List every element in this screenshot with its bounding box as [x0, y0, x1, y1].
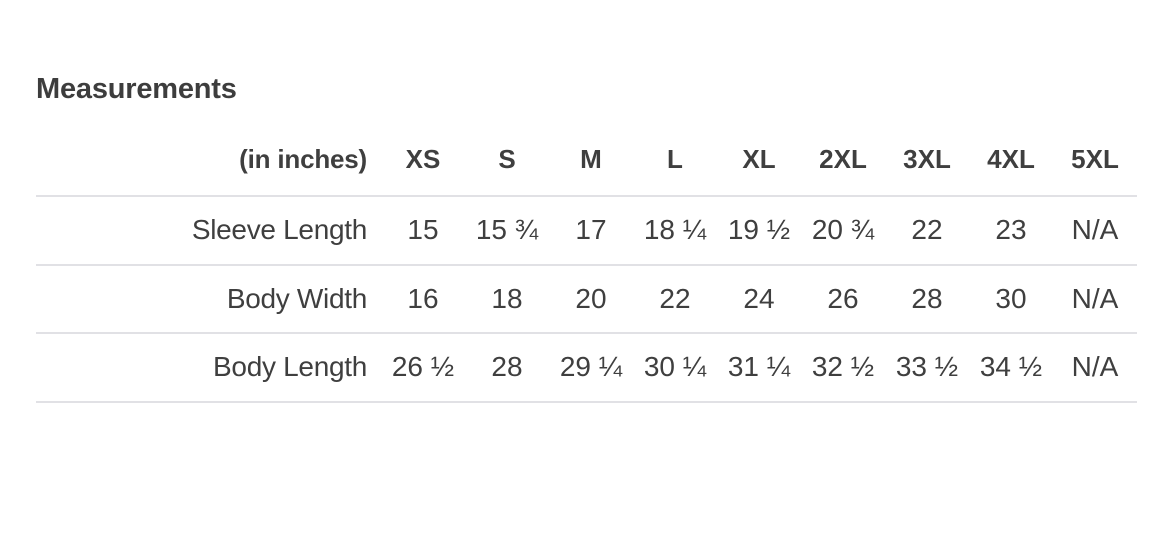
- cell-value: 29 ¼: [559, 351, 623, 383]
- cell-value: N/A: [1071, 214, 1119, 245]
- column-header-s: S: [498, 144, 516, 174]
- cell-value: 15: [407, 214, 439, 245]
- cell-body-width-s: 18: [465, 265, 549, 334]
- cell-sleeve-length-s: 15 ¾: [465, 196, 549, 265]
- cell-body-length-xs: 26 ½: [381, 333, 465, 402]
- cell-sleeve-length-4xl: 23: [969, 196, 1053, 265]
- cell-body-length-s: 28: [465, 333, 549, 402]
- cell-value: 34 ½: [979, 351, 1043, 383]
- cell-sleeve-length-m: 17: [549, 196, 633, 265]
- table-row: Body Width 16 18 20 22 24 26 28 30 N/A: [36, 264, 1137, 334]
- cell-value: 26 ½: [391, 351, 455, 383]
- cell-sleeve-length-3xl: 22: [885, 196, 969, 265]
- cell-value: 26: [827, 282, 859, 314]
- cell-body-width-m: 20: [549, 265, 633, 334]
- cell-body-width-l: 22: [633, 265, 717, 334]
- cell-body-length-2xl: 32 ½: [801, 333, 885, 402]
- cell-value: 24: [743, 282, 775, 314]
- cell-sleeve-length-l: 18 ¼: [633, 196, 717, 265]
- cell-body-length-l: 30 ¼: [633, 333, 717, 402]
- column-header-5xl: 5XL: [1071, 144, 1119, 174]
- cell-sleeve-length-2xl: 20 ¾: [801, 196, 885, 265]
- page-title: Measurements: [36, 73, 237, 105]
- cell-value: N/A: [1071, 351, 1119, 383]
- cell-sleeve-length-5xl: N/A: [1053, 196, 1137, 265]
- table-header: (in inches) XS S M L XL 2XL 3XL 4XL 5XL: [36, 140, 1137, 196]
- column-header-xs: XS: [405, 144, 441, 174]
- cell-body-width-xs: 16: [381, 265, 465, 334]
- table-header-row: (in inches) XS S M L XL 2XL 3XL 4XL 5XL: [36, 140, 1137, 196]
- table-body: Sleeve Length 15 15 ¾ 17 18 ¼ 19 ½ 20 ¾ …: [36, 196, 1137, 402]
- cell-value: N/A: [1071, 282, 1119, 314]
- cell-value: 33 ½: [895, 351, 959, 383]
- cell-body-width-2xl: 26: [801, 265, 885, 334]
- column-header-4xl: 4XL: [987, 144, 1035, 174]
- cell-value: 32 ½: [811, 351, 875, 383]
- cell-value: 31 ¼: [727, 351, 791, 383]
- cell-value: 20 ¾: [811, 214, 875, 245]
- cell-value: 28: [911, 282, 943, 314]
- cell-value: 28: [491, 351, 523, 383]
- cell-body-width-5xl: N/A: [1053, 265, 1137, 334]
- row-label-body-width: Body Width: [226, 282, 367, 314]
- table-row: Body Length 26 ½ 28 29 ¼ 30 ¼ 31 ¼ 32 ½ …: [36, 333, 1137, 402]
- column-header-2xl: 2XL: [819, 144, 867, 174]
- column-header-3xl: 3XL: [903, 144, 951, 174]
- cell-value: 22: [911, 214, 943, 245]
- column-header-xl: XL: [742, 144, 776, 174]
- cell-value: 19 ½: [727, 214, 791, 245]
- size-chart-table: (in inches) XS S M L XL 2XL 3XL 4XL 5XL …: [36, 140, 1137, 403]
- cell-body-width-3xl: 28: [885, 265, 969, 334]
- cell-body-length-m: 29 ¼: [549, 333, 633, 402]
- cell-value: 30 ¼: [643, 351, 707, 383]
- cell-value: 20: [575, 282, 607, 314]
- table-row: Sleeve Length 15 15 ¾ 17 18 ¼ 19 ½ 20 ¾ …: [36, 196, 1137, 265]
- column-header-m: M: [580, 144, 602, 174]
- cell-value: 23: [995, 214, 1027, 245]
- cell-body-length-3xl: 33 ½: [885, 333, 969, 402]
- cell-value: 18 ¼: [643, 214, 707, 245]
- cell-value: 17: [575, 214, 607, 245]
- cell-sleeve-length-xl: 19 ½: [717, 196, 801, 265]
- cell-body-length-5xl: N/A: [1053, 333, 1137, 402]
- cell-body-length-4xl: 34 ½: [969, 333, 1053, 402]
- row-label-body-length: Body Length: [213, 351, 367, 383]
- cell-value: 22: [659, 282, 691, 314]
- cell-value: 30: [995, 282, 1027, 314]
- unit-header: (in inches): [239, 144, 367, 174]
- cell-value: 15 ¾: [475, 214, 539, 245]
- cell-sleeve-length-xs: 15: [381, 196, 465, 265]
- row-label-sleeve-length: Sleeve Length: [191, 214, 367, 245]
- cell-value: 18: [491, 282, 523, 314]
- column-header-l: L: [667, 144, 683, 174]
- cell-body-width-4xl: 30: [969, 265, 1053, 334]
- cell-body-length-xl: 31 ¼: [717, 333, 801, 402]
- cell-body-width-xl: 24: [717, 265, 801, 334]
- cell-value: 16: [407, 282, 439, 314]
